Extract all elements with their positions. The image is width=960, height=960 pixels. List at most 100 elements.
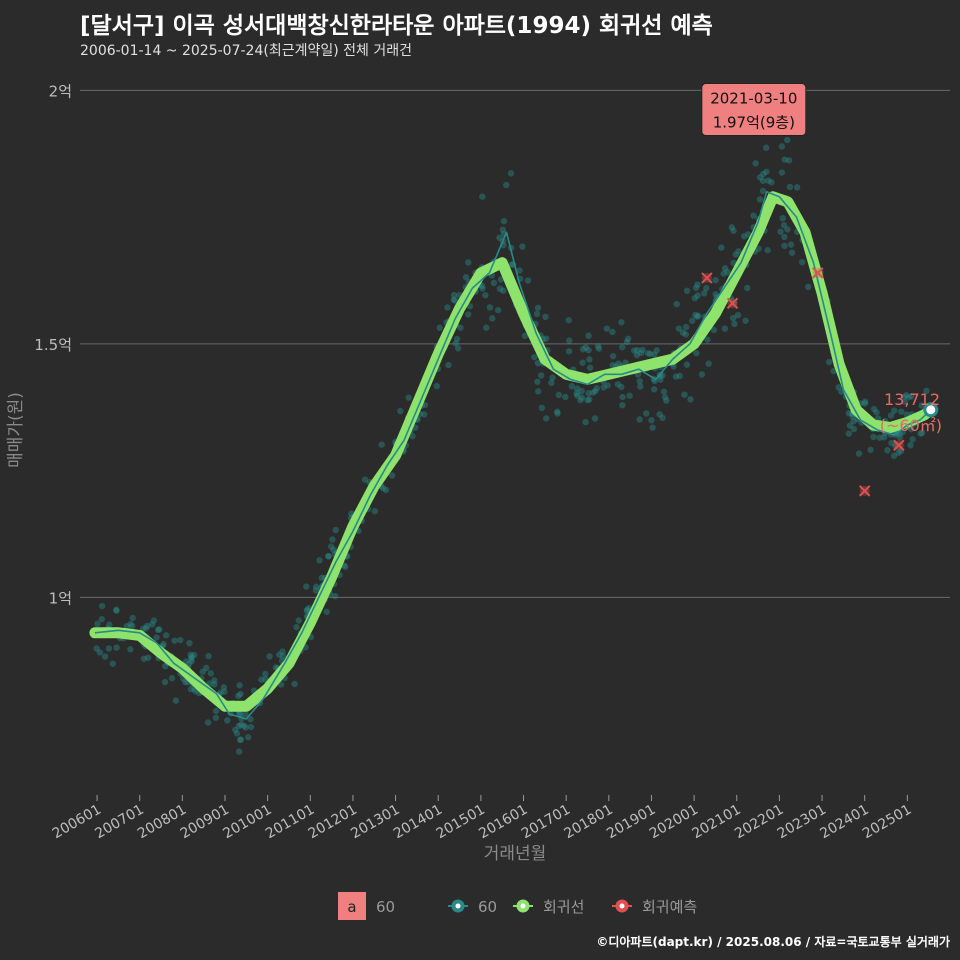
transaction-point (768, 179, 775, 186)
transaction-point (127, 646, 134, 653)
transaction-point (574, 392, 581, 399)
legend-fill-label: 60 (376, 898, 395, 916)
transaction-point (846, 422, 854, 429)
transaction-point (793, 184, 801, 191)
transaction-point (756, 196, 764, 203)
transaction-point (624, 335, 632, 343)
legend-marker-dot (619, 903, 625, 909)
transaction-point (94, 620, 101, 628)
transaction-point (762, 144, 770, 151)
transaction-point (519, 243, 526, 250)
transaction-point (805, 283, 812, 291)
transaction-point (695, 312, 702, 319)
transaction-point (672, 373, 680, 380)
transaction-point (603, 325, 611, 332)
transaction-point (585, 346, 592, 354)
transaction-point (619, 393, 626, 401)
transaction-point (586, 396, 593, 403)
chart-subtitle: 2006-01-14 ~ 2025-07-24(최근계약일) 전체 거래건 (80, 43, 412, 59)
transaction-point (691, 294, 698, 302)
transaction-point (247, 716, 254, 723)
transaction-point (548, 379, 555, 387)
transaction-point (650, 386, 658, 393)
last-point-area: (~60㎡) (880, 416, 942, 435)
transaction-point (694, 313, 701, 320)
transaction-point (657, 376, 664, 383)
transaction-point (220, 684, 228, 691)
transaction-point (687, 396, 694, 403)
transaction-point (798, 258, 806, 266)
transaction-point (235, 722, 243, 730)
transaction-point (845, 409, 853, 417)
transaction-point (150, 617, 158, 624)
transaction-point (235, 748, 243, 755)
transaction-point (224, 717, 231, 724)
transaction-point (101, 653, 109, 660)
transaction-point (646, 350, 654, 357)
transaction-point (211, 681, 218, 688)
transaction-point (479, 193, 486, 200)
chart-title: [달서구] 이곡 성서대백창신한라타운 아파트(1994) 회귀선 예측 (80, 13, 713, 39)
transaction-point (585, 332, 592, 339)
transaction-point (656, 411, 663, 418)
transaction-point (633, 352, 641, 359)
transaction-point (619, 343, 626, 351)
transaction-point (636, 416, 643, 423)
transaction-point (205, 652, 212, 660)
transaction-point (535, 388, 542, 395)
transaction-point (917, 430, 924, 437)
transaction-point (453, 335, 461, 343)
transaction-point (154, 626, 162, 634)
transaction-point (644, 350, 652, 357)
transaction-point (626, 392, 633, 399)
legend-label: 60 (478, 898, 497, 916)
transaction-point (236, 682, 243, 689)
transaction-point (752, 160, 759, 167)
transaction-point (653, 347, 660, 354)
transaction-point (623, 338, 631, 346)
transaction-point (318, 574, 325, 582)
transaction-point (554, 408, 561, 415)
transaction-point (542, 335, 550, 342)
transaction-point (113, 644, 120, 651)
transaction-point (591, 388, 599, 395)
transaction-point (659, 414, 666, 422)
transaction-point (538, 404, 546, 412)
transaction-point (235, 692, 242, 700)
legend-marker-dot (455, 903, 461, 909)
transaction-point (303, 583, 310, 590)
transaction-point (682, 331, 690, 338)
transaction-point (759, 187, 767, 195)
last-point-marker (923, 402, 939, 418)
transaction-point (361, 476, 369, 483)
transaction-point (172, 697, 180, 704)
transaction-point (778, 143, 786, 150)
transaction-point (96, 649, 104, 656)
transaction-point (276, 651, 283, 658)
transaction-point (330, 546, 337, 554)
transaction-point (734, 311, 742, 319)
transaction-point (329, 536, 336, 543)
prediction-cross (812, 267, 824, 279)
transaction-point (312, 587, 320, 594)
highlight-price: 1.97억(9층) (713, 114, 795, 132)
transaction-point (185, 660, 193, 667)
highlight-date: 2021-03-10 (710, 90, 797, 108)
transaction-point (763, 168, 770, 175)
transaction-point (140, 655, 148, 662)
transaction-point (744, 231, 752, 238)
legend-fill-swatch (338, 892, 366, 920)
prediction-markers (701, 267, 905, 497)
transaction-point (405, 394, 412, 401)
transaction-point (675, 325, 682, 332)
prediction-cross (858, 485, 871, 497)
x-axis-title: 거래년월 (484, 844, 547, 864)
transaction-point (187, 685, 195, 693)
transaction-point (907, 442, 914, 449)
transaction-point (212, 714, 220, 721)
transaction-point (730, 227, 737, 234)
transaction-point (171, 637, 178, 644)
transaction-point (901, 398, 909, 406)
transaction-point (382, 486, 390, 494)
